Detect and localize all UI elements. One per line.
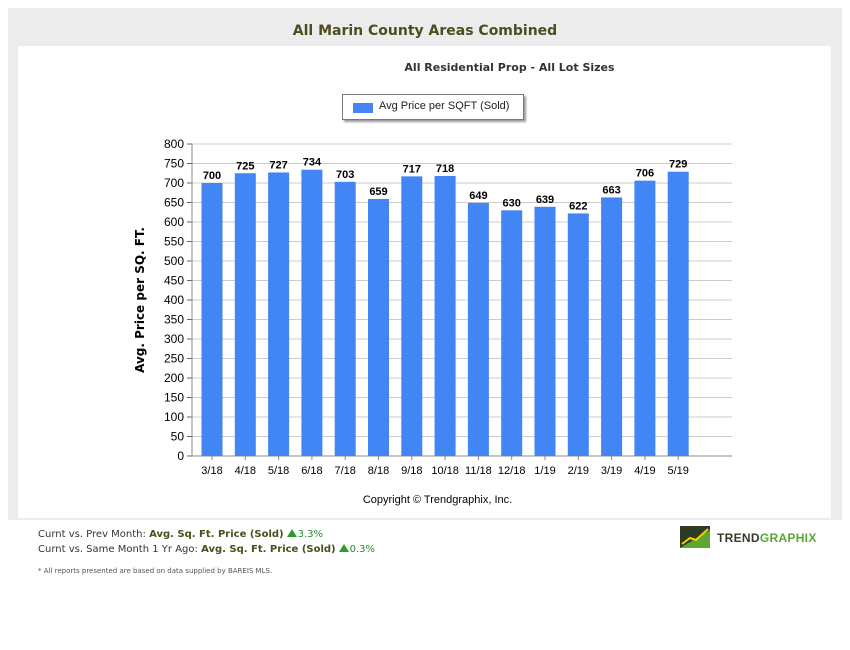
x-tick-label: 10/18 — [431, 465, 459, 477]
chart-subtitle: All Residential Prop - All Lot Sizes — [404, 61, 615, 74]
x-tick-label: 4/18 — [235, 465, 256, 477]
bar — [434, 175, 456, 457]
data-label: 734 — [303, 157, 322, 169]
legend-swatch — [353, 103, 373, 113]
bar — [667, 171, 689, 456]
data-label: 659 — [369, 186, 387, 198]
legend-label: Avg Price per SQFT (Sold) — [379, 100, 510, 112]
data-label: 703 — [336, 169, 354, 181]
logo-text: TRENDGRAPHIX — [717, 531, 817, 545]
y-tick-label: 400 — [164, 293, 184, 307]
copyright-text: Copyright © Trendgraphix, Inc. — [362, 494, 513, 506]
chart-legend: Avg Price per SQFT (Sold) — [342, 94, 524, 120]
bar — [401, 176, 423, 456]
stat-change: 3.3% — [297, 529, 324, 540]
logo-text-trend: TREND — [717, 531, 760, 545]
stat-metric: Avg. Sq. Ft. Price (Sold) — [201, 544, 336, 555]
x-tick-label: 5/18 — [268, 465, 289, 477]
bar — [301, 169, 323, 456]
data-label: 727 — [269, 159, 287, 171]
y-tick-label: 150 — [164, 391, 184, 405]
comparison-stats: Curnt vs. Prev Month: Avg. Sq. Ft. Price… — [38, 527, 375, 557]
x-tick-label: 4/19 — [634, 465, 655, 477]
y-tick-label: 650 — [164, 196, 184, 210]
x-tick-label: 8/18 — [368, 465, 389, 477]
data-label: 729 — [669, 159, 687, 171]
y-axis-label: Avg. Price per SQ. FT. — [133, 227, 147, 373]
bar — [334, 181, 356, 456]
y-tick-label: 100 — [164, 410, 184, 424]
y-tick-label: 300 — [164, 332, 184, 346]
bar — [368, 198, 389, 457]
bar — [501, 210, 523, 456]
x-tick-label: 6/18 — [301, 465, 322, 477]
page-title: All Marin County Areas Combined — [292, 23, 558, 39]
stat-row-year-ago: Curnt vs. Same Month 1 Yr Ago: Avg. Sq. … — [38, 542, 375, 557]
up-arrow-icon — [338, 544, 349, 552]
x-tick-label: 5/19 — [667, 465, 688, 477]
bar — [234, 173, 256, 456]
y-tick-label: 600 — [164, 215, 184, 229]
y-tick-label: 800 — [164, 137, 184, 151]
y-tick-label: 500 — [164, 254, 184, 268]
bar — [601, 197, 623, 456]
stat-change: 0.3% — [349, 544, 376, 555]
data-label: 622 — [569, 200, 587, 212]
report-frame: All Marin County Areas Combined All Resi… — [8, 8, 842, 520]
x-tick-label: 3/19 — [601, 465, 622, 477]
data-label: 649 — [469, 190, 487, 202]
x-tick-label: 12/18 — [498, 465, 526, 477]
bar — [268, 172, 290, 456]
data-label: 717 — [403, 163, 421, 175]
bar — [534, 206, 556, 456]
data-label: 706 — [636, 168, 654, 180]
trend-chart-logo-icon — [680, 526, 710, 548]
x-tick-label: 7/18 — [334, 465, 355, 477]
stat-row-prev-month: Curnt vs. Prev Month: Avg. Sq. Ft. Price… — [38, 527, 375, 542]
stat-label: Curnt vs. Same Month 1 Yr Ago: — [38, 544, 198, 555]
data-label: 718 — [436, 163, 454, 175]
data-label: 639 — [536, 194, 554, 206]
y-tick-label: 550 — [164, 235, 184, 249]
bar — [634, 180, 656, 456]
footnote: * All reports presented are based on dat… — [38, 567, 273, 575]
bar — [567, 213, 589, 456]
x-tick-label: 1/19 — [534, 465, 555, 477]
y-tick-label: 200 — [164, 371, 184, 385]
stat-label: Curnt vs. Prev Month: — [38, 529, 146, 540]
x-tick-label: 2/19 — [568, 465, 589, 477]
y-tick-label: 0 — [177, 449, 184, 463]
y-tick-label: 750 — [164, 157, 184, 171]
y-tick-label: 700 — [164, 176, 184, 190]
up-arrow-icon — [286, 529, 297, 537]
x-tick-label: 11/18 — [465, 465, 492, 477]
logo-text-graphix: GRAPHIX — [759, 531, 817, 545]
y-tick-label: 450 — [164, 274, 184, 288]
y-tick-label: 250 — [164, 352, 184, 366]
y-tick-label: 50 — [171, 430, 185, 444]
trendgraphix-logo: TRENDGRAPHIX — [680, 526, 820, 550]
y-tick-label: 350 — [164, 313, 184, 327]
x-tick-label: 3/18 — [201, 465, 222, 477]
data-label: 663 — [602, 184, 620, 196]
chart-panel: All Residential Prop - All Lot Sizes 0 50… — [18, 46, 831, 518]
x-tick-label: 9/18 — [401, 465, 422, 477]
bar — [467, 202, 489, 456]
data-label: 700 — [203, 170, 221, 182]
bar-chart: 0 50 100 150 200 250 300 350 400 450 500 550 600 650 7… — [133, 137, 732, 477]
data-label: 630 — [503, 197, 521, 209]
bar — [201, 183, 223, 456]
data-label: 725 — [236, 160, 254, 172]
stat-metric: Avg. Sq. Ft. Price (Sold) — [149, 529, 284, 540]
